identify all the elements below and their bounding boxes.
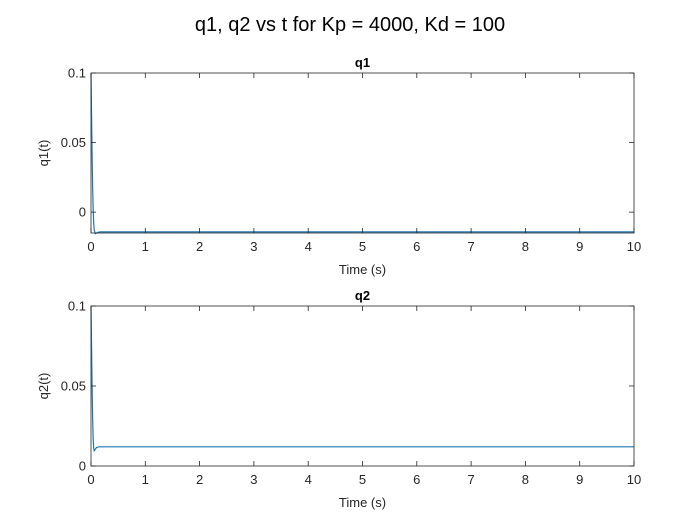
axes-2-ytick-label-1: 0.05 bbox=[61, 379, 86, 394]
axes-2-xtick-label-3: 3 bbox=[250, 472, 257, 487]
axes-2-xtick-label-7: 7 bbox=[467, 472, 474, 487]
axes-2-xlabel: Time (s) bbox=[339, 495, 386, 510]
axes-2-xtick-label-1: 1 bbox=[142, 472, 149, 487]
axes-1-ytick-label-1: 0.05 bbox=[61, 135, 86, 150]
axes-1-xtick-label-5: 5 bbox=[359, 239, 366, 254]
axes-2-series-line-0 bbox=[90, 305, 634, 453]
axes-1-plot-area bbox=[91, 73, 634, 233]
axes-1-ytick-label-2: 0.1 bbox=[68, 66, 86, 81]
axes-1-xtick-label-1: 1 bbox=[142, 239, 149, 254]
axes-2-title: q2 bbox=[355, 288, 370, 303]
axes-2-xtick-label-6: 6 bbox=[413, 472, 420, 487]
axes-1-xlabel: Time (s) bbox=[339, 262, 386, 277]
axes-2-ylabel: q2(t) bbox=[36, 373, 51, 400]
axes-2-plot-area bbox=[91, 306, 634, 466]
axes-1-xtick-label-6: 6 bbox=[413, 239, 420, 254]
axes-1-ylabel: q1(t) bbox=[36, 140, 51, 167]
axes-1-xtick-label-9: 9 bbox=[576, 239, 583, 254]
axes-2-ytick-label-0: 0 bbox=[79, 459, 86, 474]
axes-1-ytick-label-0: 0 bbox=[79, 205, 86, 220]
axes-1-xtick-label-3: 3 bbox=[250, 239, 257, 254]
axes-1-xtick-label-10: 10 bbox=[627, 239, 641, 254]
axes-2-xtick-label-5: 5 bbox=[359, 472, 366, 487]
axes-2-xtick-label-2: 2 bbox=[196, 472, 203, 487]
axes-1-xtick-label-8: 8 bbox=[522, 239, 529, 254]
axes-2-xtick-label-4: 4 bbox=[305, 472, 312, 487]
axes-2-xtick-label-10: 10 bbox=[627, 472, 641, 487]
axes-2-xtick-label-8: 8 bbox=[522, 472, 529, 487]
axes-q2: 0 1 2 3 4 5 6 7 8 9 10 0 0.05 0.1 q2 Time (s) q2(t) bbox=[36, 288, 641, 510]
axes-2-xtick-label-0: 0 bbox=[87, 472, 94, 487]
axes-1-series-line-0 bbox=[90, 72, 634, 235]
axes-2-ytick-label-2: 0.1 bbox=[68, 299, 86, 314]
axes-1-xtick-label-2: 2 bbox=[196, 239, 203, 254]
figure-title: q1, q2 vs t for Kp = 4000, Kd = 100 bbox=[195, 14, 505, 36]
axes-1-title: q1 bbox=[355, 55, 370, 70]
axes-1-xtick-label-7: 7 bbox=[467, 239, 474, 254]
axes-2-xtick-label-9: 9 bbox=[576, 472, 583, 487]
axes-1-xtick-label-4: 4 bbox=[305, 239, 312, 254]
axes-1-xtick-label-0: 0 bbox=[87, 239, 94, 254]
axes-q1: 0 1 2 3 4 5 6 7 8 9 10 0 0.05 0.1 q1 Time (s) q1(t) bbox=[36, 55, 641, 277]
